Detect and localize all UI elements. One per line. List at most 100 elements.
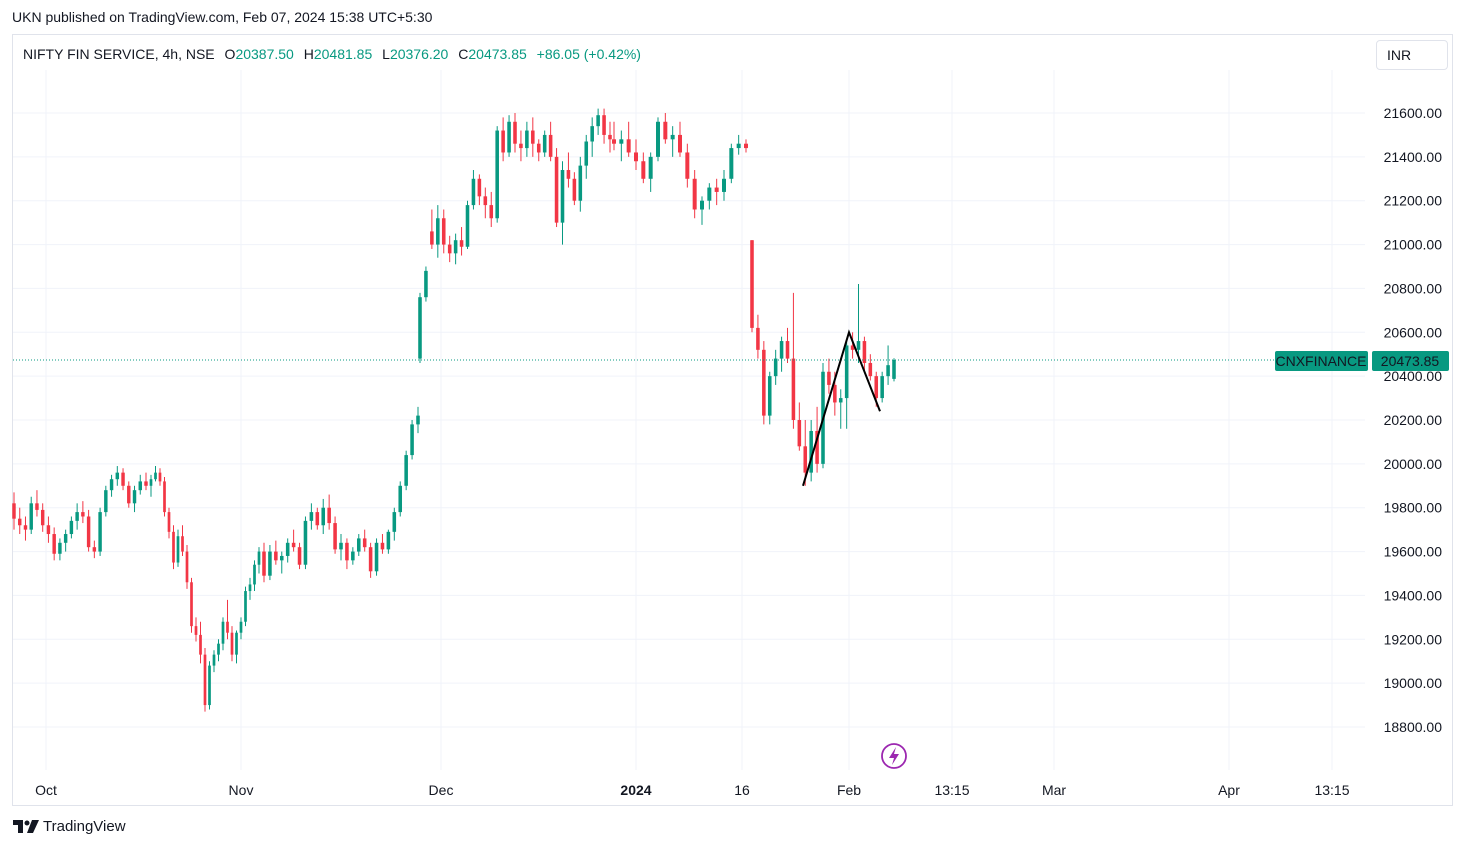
candle-body bbox=[833, 384, 837, 403]
candle-body bbox=[115, 472, 120, 480]
candle-body bbox=[81, 512, 85, 517]
candle-body bbox=[398, 485, 403, 513]
legend-change: +86.05 (+0.42%) bbox=[536, 46, 641, 62]
candle-body bbox=[756, 327, 760, 350]
candle-body bbox=[430, 231, 434, 245]
candle-body bbox=[648, 156, 653, 179]
candle-body bbox=[199, 634, 202, 655]
candle-body bbox=[791, 358, 796, 420]
candle-body bbox=[663, 121, 668, 140]
candle-body bbox=[531, 130, 535, 144]
candle-body bbox=[333, 523, 337, 550]
x-tick-label: 16 bbox=[734, 782, 750, 798]
legend-high: 20481.85 bbox=[313, 46, 373, 62]
badge-price: 20473.85 bbox=[1381, 353, 1440, 369]
candle-body bbox=[321, 507, 326, 526]
candle-body bbox=[46, 525, 51, 535]
x-tick-label: Dec bbox=[429, 782, 454, 798]
x-tick-label: Oct bbox=[35, 782, 57, 798]
candle-body bbox=[707, 187, 712, 201]
candle-body bbox=[253, 564, 256, 585]
candle-body bbox=[12, 503, 16, 519]
candle-body bbox=[291, 542, 296, 548]
candle-body bbox=[441, 218, 446, 245]
candle-body bbox=[542, 134, 547, 153]
candle-body bbox=[729, 148, 734, 179]
candle-body bbox=[471, 178, 476, 206]
candle-body bbox=[714, 187, 719, 192]
candle-body bbox=[345, 542, 349, 561]
legend-open: 20387.50 bbox=[235, 46, 294, 62]
legend-open-label: O bbox=[224, 46, 236, 62]
candle-body bbox=[235, 632, 238, 655]
candle-body bbox=[797, 420, 802, 447]
badge-price-bg bbox=[1372, 351, 1449, 371]
candle-body bbox=[785, 341, 790, 359]
candle-body bbox=[548, 134, 553, 157]
x-tick-label: Mar bbox=[1042, 782, 1066, 798]
candle-body bbox=[69, 520, 74, 535]
candle-body bbox=[98, 512, 102, 552]
candle-body bbox=[641, 161, 646, 179]
candle-body bbox=[158, 472, 162, 482]
legend-low: 20376.20 bbox=[389, 46, 449, 62]
candle-body bbox=[212, 654, 216, 666]
legend-close: 20473.85 bbox=[468, 46, 527, 62]
candle-body bbox=[762, 349, 766, 416]
x-tick-label: Nov bbox=[229, 782, 254, 798]
x-tick-label: 2024 bbox=[620, 782, 651, 798]
candle-body bbox=[809, 430, 813, 473]
candle-body bbox=[736, 143, 741, 149]
candle-body bbox=[380, 542, 385, 550]
candle-body bbox=[626, 139, 631, 153]
candle-body bbox=[172, 531, 175, 563]
candle-body bbox=[75, 512, 79, 521]
candle-body bbox=[181, 536, 184, 552]
candle-body bbox=[584, 141, 589, 166]
y-tick-label: 20000.00 bbox=[1384, 456, 1443, 472]
candle-body bbox=[862, 341, 867, 363]
candle-body bbox=[803, 446, 808, 473]
candle-body bbox=[634, 152, 638, 162]
candle-body bbox=[477, 178, 482, 197]
candle-body bbox=[447, 244, 452, 254]
candle-body bbox=[459, 240, 464, 247]
candle-body bbox=[52, 534, 56, 554]
x-tick-label: Apr bbox=[1218, 782, 1240, 798]
candle-body bbox=[351, 551, 355, 561]
candle-body bbox=[744, 143, 748, 149]
candle-body bbox=[608, 134, 612, 140]
candle-body bbox=[436, 218, 440, 245]
candle-body bbox=[374, 542, 379, 572]
candle-body bbox=[208, 665, 211, 706]
candle-body bbox=[339, 542, 343, 550]
candle-body bbox=[92, 547, 97, 552]
candle-body bbox=[268, 551, 272, 576]
footer-brand: TradingView bbox=[43, 818, 126, 835]
candle-body bbox=[58, 542, 62, 554]
footer-logo[interactable]: TradingView bbox=[13, 818, 126, 835]
candle-body bbox=[203, 654, 207, 706]
candle-body bbox=[176, 536, 180, 563]
candle-body bbox=[144, 481, 148, 486]
candle-body bbox=[838, 398, 843, 403]
candle-body bbox=[63, 534, 68, 543]
currency-button[interactable]: INR bbox=[1376, 40, 1448, 70]
candle-body bbox=[279, 555, 284, 561]
candle-body bbox=[127, 485, 131, 504]
candle-body bbox=[285, 542, 290, 556]
price-axis: 21600.00 21400.00 21200.00 21000.00 20800.00… bbox=[1384, 105, 1443, 735]
candle-body bbox=[578, 165, 583, 201]
lightning-icon[interactable] bbox=[881, 743, 907, 769]
candle-body bbox=[368, 547, 373, 572]
candle-body bbox=[104, 490, 108, 513]
candle-body bbox=[327, 507, 331, 524]
chart-grid bbox=[13, 70, 1365, 770]
y-tick-label: 19800.00 bbox=[1384, 500, 1443, 516]
candle-body bbox=[656, 121, 660, 157]
candle-body bbox=[221, 621, 225, 644]
candle-body bbox=[501, 130, 505, 153]
candle-body bbox=[410, 424, 414, 456]
candle-body bbox=[303, 520, 308, 565]
